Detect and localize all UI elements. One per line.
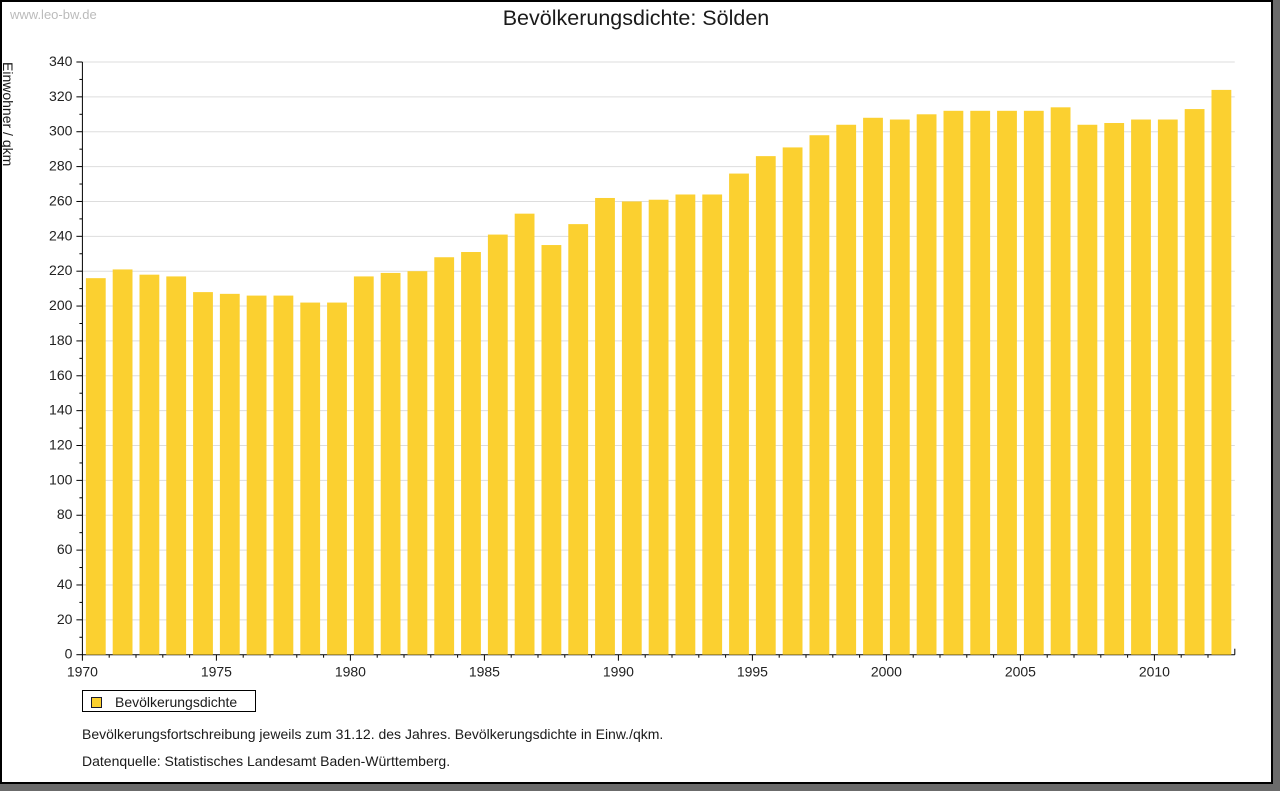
- svg-text:180: 180: [49, 332, 73, 348]
- svg-text:2000: 2000: [871, 664, 902, 680]
- svg-text:60: 60: [57, 541, 73, 557]
- svg-text:200: 200: [49, 297, 73, 313]
- svg-text:280: 280: [49, 158, 73, 174]
- svg-text:100: 100: [49, 471, 73, 487]
- svg-text:2010: 2010: [1139, 664, 1170, 680]
- svg-text:140: 140: [49, 402, 73, 418]
- svg-text:300: 300: [49, 123, 73, 139]
- svg-text:1970: 1970: [67, 664, 98, 680]
- svg-text:220: 220: [49, 262, 73, 278]
- svg-text:120: 120: [49, 437, 73, 453]
- svg-text:40: 40: [57, 576, 73, 592]
- svg-text:1995: 1995: [737, 664, 768, 680]
- svg-text:340: 340: [49, 53, 73, 69]
- svg-text:1980: 1980: [335, 664, 366, 680]
- svg-text:2005: 2005: [1005, 664, 1036, 680]
- svg-text:20: 20: [57, 611, 73, 627]
- svg-text:1985: 1985: [469, 664, 500, 680]
- svg-text:240: 240: [49, 227, 73, 243]
- svg-text:320: 320: [49, 88, 73, 104]
- svg-text:80: 80: [57, 506, 73, 522]
- svg-text:260: 260: [49, 192, 73, 208]
- svg-text:0: 0: [65, 646, 73, 662]
- svg-text:1990: 1990: [603, 664, 634, 680]
- svg-text:160: 160: [49, 367, 73, 383]
- svg-text:1975: 1975: [201, 664, 232, 680]
